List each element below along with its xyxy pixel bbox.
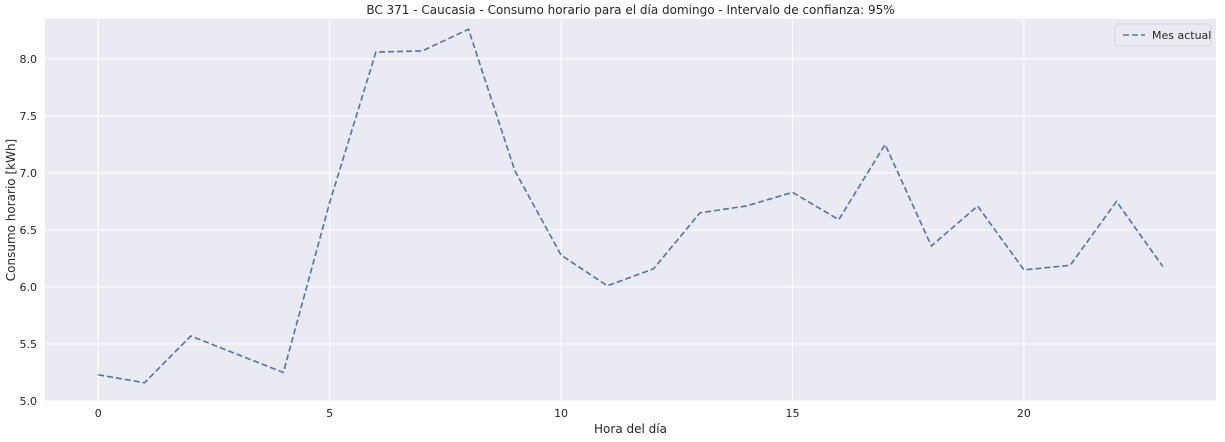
series-line-mes-actual (98, 28, 1164, 384)
y-axis-ticks: 5.0 5.5 6.0 6.5 7.0 7.5 8.0 (20, 53, 38, 408)
y-tick-label: 7.5 (20, 110, 38, 123)
plot-area (45, 19, 1216, 401)
x-tick-label: 15 (785, 407, 799, 420)
y-axis-label: Consumo horario [kWh] (4, 139, 18, 281)
legend-label-mes-actual: Mes actual (1152, 29, 1211, 42)
x-tick-label: 0 (95, 407, 102, 420)
y-tick-label: 5.5 (20, 338, 38, 351)
y-tick-label: 7.0 (20, 167, 38, 180)
chart-title: BC 371 - Caucasia - Consumo horario para… (366, 3, 894, 17)
series-layer (98, 28, 1164, 384)
y-tick-label: 6.0 (20, 281, 38, 294)
y-tick-label: 8.0 (20, 53, 38, 66)
legend-box (1114, 23, 1212, 47)
x-tick-label: 5 (326, 407, 333, 420)
grid-lines (45, 19, 1216, 402)
x-tick-label: 20 (1017, 407, 1031, 420)
x-tick-label: 10 (554, 407, 568, 420)
y-tick-label: 5.0 (20, 395, 38, 408)
x-axis-ticks: 0 5 10 15 20 (95, 407, 1031, 420)
legend: Mes actual (1114, 23, 1212, 47)
y-tick-label: 6.5 (20, 224, 38, 237)
x-axis-label: Hora del día (594, 422, 667, 436)
